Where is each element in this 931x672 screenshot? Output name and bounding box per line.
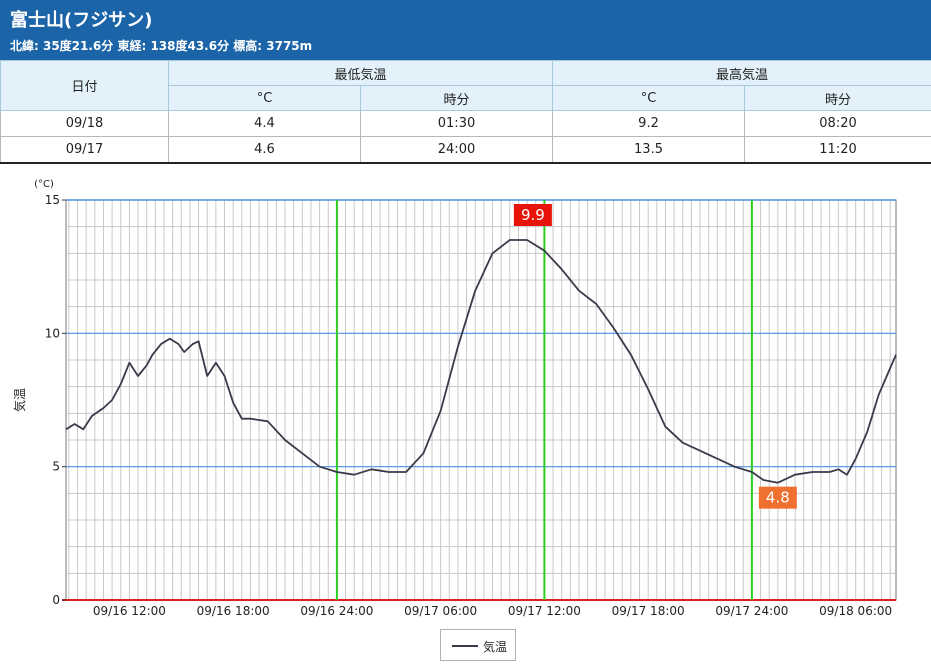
y-tick-label: 0 [52, 593, 60, 607]
x-tick-label: 09/17 12:00 [508, 604, 581, 618]
row-min-time: 01:30 [359, 110, 554, 137]
max-time-header: 時分 [744, 85, 931, 111]
annotation-box [758, 486, 797, 509]
station-title: 富士山(フジサン) [10, 10, 153, 31]
annotation-label: 9.9 [521, 206, 545, 224]
min-unit-header: °C [168, 85, 361, 111]
x-tick-label: 09/16 12:00 [93, 604, 166, 618]
chart-legend[interactable]: 気温 [440, 629, 516, 661]
min-time-header: 時分 [359, 85, 554, 111]
temperature-series-line [65, 239, 897, 484]
legend-label: 気温 [483, 640, 508, 654]
table-row: 09/17 4.6 24:00 13.5 11:20 [0, 136, 931, 164]
x-tick-label: 09/16 24:00 [300, 604, 373, 618]
plot-area [65, 199, 897, 601]
annotation-label: 4.8 [766, 489, 790, 507]
table-row: 09/18 4.4 01:30 9.2 08:20 [0, 110, 931, 137]
row-min-temp: 4.4 [168, 110, 361, 137]
row-max-time: 11:20 [744, 136, 931, 164]
date-column-header: 日付 [0, 60, 169, 111]
station-coordinates: 北緯: 35度21.6分 東経: 138度43.6分 標高: 3775m [10, 39, 313, 53]
row-date: 09/17 [0, 136, 169, 164]
annotation-box [513, 204, 552, 226]
max-temp-header: 最高気温 [552, 60, 931, 86]
min-temp-header: 最低気温 [167, 60, 554, 86]
y-tick-label: 15 [45, 193, 60, 207]
x-tick-label: 09/17 18:00 [612, 604, 685, 618]
row-max-temp: 13.5 [552, 136, 746, 164]
temperature-table: 日付 最低気温 最高気温 °C 時分 °C 時分 09/18 4.4 01:30… [0, 60, 931, 164]
legend-swatch [452, 645, 478, 647]
x-tick-label: 09/17 24:00 [715, 604, 788, 618]
x-tick-label: 09/17 06:00 [404, 604, 477, 618]
station-header: 富士山(フジサン) 北緯: 35度21.6分 東経: 138度43.6分 標高:… [0, 0, 931, 60]
row-max-time: 08:20 [744, 110, 931, 137]
y-tick-label: 5 [52, 460, 60, 474]
y-axis-label: 気温 [12, 388, 27, 412]
y-tick-label: 10 [45, 326, 60, 340]
row-max-temp: 9.2 [552, 110, 746, 137]
x-tick-label: 09/18 06:00 [819, 604, 892, 618]
x-tick-label: 09/16 18:00 [197, 604, 270, 618]
max-unit-header: °C [552, 85, 746, 111]
row-min-temp: 4.6 [168, 136, 361, 164]
row-date: 09/18 [0, 110, 169, 137]
temperature-chart: 0 5 10 15 (°C) 気温 09/16 12:00 09/16 18:00 09/16 … [12, 179, 897, 618]
row-min-time: 24:00 [359, 136, 554, 164]
y-unit-label: (°C) [34, 179, 54, 190]
